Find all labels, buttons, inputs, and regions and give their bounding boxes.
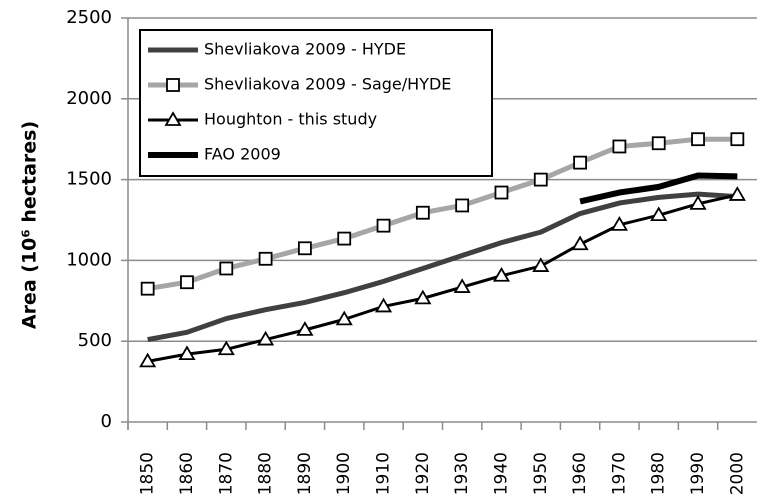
x-tick-label: 1850 — [138, 452, 158, 495]
x-tick-label: 1930 — [452, 452, 472, 495]
marker — [376, 218, 391, 233]
marker — [494, 185, 509, 200]
marker — [335, 310, 353, 326]
y-tick-label: 0 — [101, 411, 112, 432]
series-line — [147, 191, 738, 343]
marker — [651, 136, 666, 151]
marker — [612, 139, 627, 154]
marker — [689, 195, 707, 210]
marker — [217, 340, 235, 356]
series-line — [147, 136, 738, 292]
x-tick-label: 1870 — [216, 452, 236, 495]
y-tick-label: 2500 — [66, 7, 112, 28]
marker — [453, 278, 471, 293]
x-tick-label: 1990 — [688, 452, 708, 495]
marker — [139, 352, 157, 368]
x-tick-label: 1890 — [295, 452, 315, 495]
marker — [650, 206, 668, 222]
series-line — [147, 193, 738, 363]
y-tick-label: 2000 — [66, 88, 112, 109]
marker — [415, 205, 430, 220]
x-tick-label: 1860 — [177, 452, 197, 495]
marker — [219, 261, 234, 276]
marker — [374, 297, 393, 313]
marker — [257, 330, 275, 346]
x-tick-label: 1970 — [609, 452, 629, 495]
marker — [610, 216, 628, 231]
legend-box — [139, 29, 493, 177]
marker — [140, 281, 155, 296]
x-tick-label: 1900 — [334, 452, 354, 495]
x-tick-label: 1920 — [413, 452, 433, 495]
marker — [533, 172, 548, 187]
marker — [730, 132, 745, 147]
x-tick-label: 1980 — [649, 452, 669, 495]
marker — [532, 257, 550, 272]
marker — [728, 186, 746, 201]
x-tick-label: 1910 — [374, 452, 394, 495]
x-tick-label: 1950 — [531, 452, 551, 495]
marker — [166, 78, 180, 92]
marker — [178, 345, 196, 361]
y-axis-label: Area (10⁶ hectares) — [19, 121, 41, 329]
marker — [455, 198, 470, 213]
marker — [258, 251, 273, 266]
marker — [571, 235, 589, 251]
x-tick-label: 2000 — [727, 452, 747, 495]
y-tick-label: 1500 — [66, 169, 112, 190]
y-tick-label: 1000 — [66, 249, 112, 270]
marker — [337, 231, 352, 246]
legend-label: Houghton - this study — [204, 110, 377, 129]
marker — [492, 266, 511, 282]
marker — [164, 111, 182, 126]
legend-label: FAO 2009 — [204, 145, 281, 164]
marker — [414, 289, 432, 305]
x-tick-label: 1960 — [570, 452, 590, 495]
marker — [298, 241, 312, 256]
legend-label: Shevliakova 2009 - HYDE — [204, 40, 406, 59]
marker — [180, 275, 194, 290]
y-tick-label: 500 — [78, 330, 112, 351]
marker — [691, 132, 705, 147]
x-tick-label: 1880 — [256, 452, 276, 495]
series-line — [579, 172, 738, 205]
legend-label: Shevliakova 2009 - Sage/HYDE — [204, 75, 451, 94]
marker — [296, 321, 314, 336]
marker — [573, 155, 587, 170]
x-tick-label: 1940 — [491, 452, 511, 495]
